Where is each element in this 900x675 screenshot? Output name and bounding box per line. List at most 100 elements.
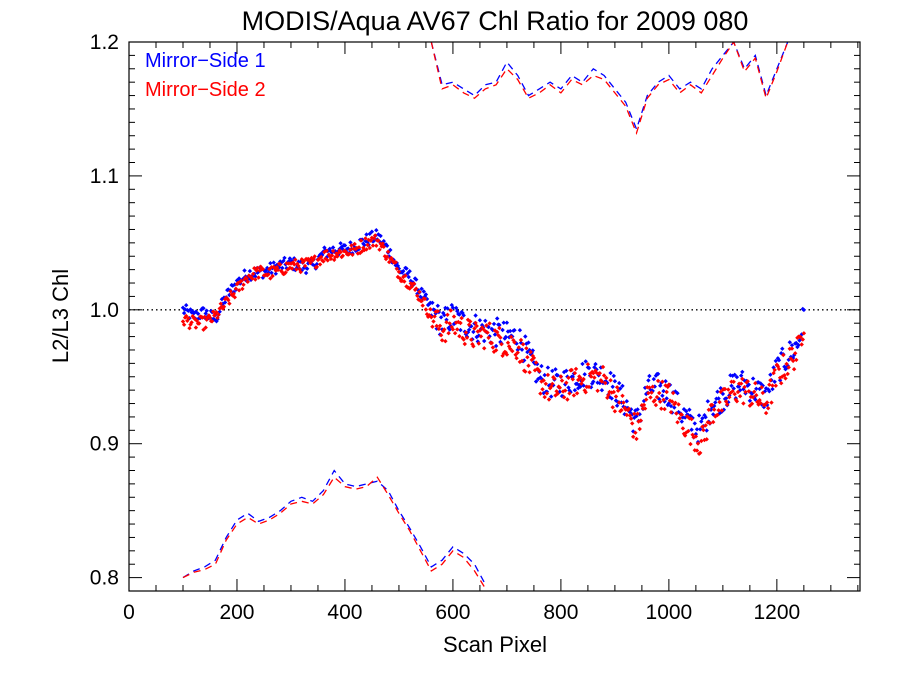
data-point bbox=[396, 269, 402, 274]
data-point bbox=[742, 384, 747, 390]
data-point bbox=[325, 258, 330, 263]
data-point bbox=[450, 327, 456, 332]
y-tick-label: 1.2 bbox=[90, 31, 119, 54]
data-point bbox=[570, 377, 575, 382]
data-point bbox=[768, 378, 773, 383]
data-point bbox=[476, 341, 481, 346]
data-point bbox=[618, 386, 623, 391]
data-point bbox=[519, 358, 525, 364]
data-point bbox=[620, 393, 625, 398]
data-point bbox=[490, 345, 496, 350]
data-point bbox=[184, 303, 189, 308]
data-point bbox=[770, 383, 775, 388]
data-point bbox=[530, 348, 535, 353]
data-point bbox=[601, 373, 607, 378]
data-point bbox=[340, 253, 345, 258]
data-point bbox=[704, 437, 709, 442]
data-point bbox=[780, 374, 785, 379]
data-point bbox=[282, 255, 287, 261]
data-point bbox=[509, 334, 514, 340]
data-point bbox=[588, 374, 594, 379]
data-point bbox=[493, 343, 499, 349]
data-point bbox=[443, 339, 448, 344]
data-point bbox=[591, 379, 596, 384]
data-point bbox=[537, 368, 542, 374]
data-point bbox=[689, 427, 694, 432]
data-point bbox=[463, 330, 469, 335]
data-point bbox=[684, 409, 689, 414]
data-point bbox=[561, 369, 567, 375]
plot-frame bbox=[128, 41, 861, 592]
data-point bbox=[241, 282, 246, 287]
data-point bbox=[504, 320, 510, 325]
data-point bbox=[628, 416, 634, 421]
data-point bbox=[247, 268, 253, 274]
data-point bbox=[620, 383, 625, 389]
data-point bbox=[514, 356, 519, 361]
data-point bbox=[294, 267, 299, 272]
lower-dashed-line-series-2 bbox=[182, 476, 486, 589]
data-point bbox=[570, 374, 575, 380]
data-point bbox=[204, 308, 209, 313]
data-point bbox=[474, 323, 479, 329]
data-point bbox=[749, 401, 755, 406]
data-point bbox=[491, 321, 497, 327]
data-point bbox=[287, 256, 293, 261]
data-point bbox=[503, 334, 508, 340]
data-point bbox=[752, 389, 757, 394]
data-point bbox=[654, 394, 660, 400]
upper-dashed-line-series-1 bbox=[430, 42, 789, 131]
data-point bbox=[611, 373, 616, 379]
data-point bbox=[567, 391, 572, 396]
data-point bbox=[771, 370, 776, 376]
data-point bbox=[461, 337, 466, 342]
data-point bbox=[374, 228, 379, 233]
data-point bbox=[524, 346, 529, 351]
data-point bbox=[622, 405, 627, 411]
data-point bbox=[458, 320, 463, 326]
data-point bbox=[621, 400, 626, 405]
data-point bbox=[234, 278, 240, 283]
data-point bbox=[731, 379, 736, 384]
data-point bbox=[538, 391, 543, 396]
data-point bbox=[324, 248, 329, 253]
x-tick-label: 800 bbox=[543, 601, 578, 624]
data-point bbox=[406, 274, 411, 280]
data-point bbox=[364, 232, 369, 237]
data-point bbox=[256, 275, 261, 280]
data-point bbox=[686, 412, 691, 418]
data-point bbox=[609, 396, 614, 401]
data-point bbox=[505, 340, 511, 345]
data-point bbox=[268, 261, 273, 266]
data-point bbox=[786, 365, 791, 370]
data-point bbox=[776, 358, 782, 363]
data-point bbox=[184, 313, 189, 319]
data-point bbox=[428, 307, 433, 312]
data-point bbox=[631, 429, 636, 434]
scatter-series-1 bbox=[180, 228, 807, 445]
data-point bbox=[477, 328, 483, 333]
data-point bbox=[716, 408, 721, 413]
data-point bbox=[664, 389, 669, 395]
data-point bbox=[557, 389, 562, 394]
data-point bbox=[471, 344, 476, 349]
data-point bbox=[462, 341, 467, 347]
data-point bbox=[464, 335, 470, 340]
data-point bbox=[658, 399, 663, 404]
data-point bbox=[240, 286, 245, 292]
data-point bbox=[411, 281, 417, 286]
data-point bbox=[565, 397, 570, 402]
data-point bbox=[393, 260, 398, 265]
data-point bbox=[446, 331, 451, 336]
data-point bbox=[793, 351, 798, 356]
data-point bbox=[430, 300, 435, 305]
data-point bbox=[363, 236, 368, 241]
data-point bbox=[231, 291, 236, 296]
data-point bbox=[542, 394, 547, 400]
data-point bbox=[682, 415, 688, 420]
data-point bbox=[613, 394, 619, 399]
data-point bbox=[468, 319, 473, 324]
data-point bbox=[657, 396, 662, 402]
data-point bbox=[232, 295, 237, 300]
data-point bbox=[766, 406, 771, 411]
